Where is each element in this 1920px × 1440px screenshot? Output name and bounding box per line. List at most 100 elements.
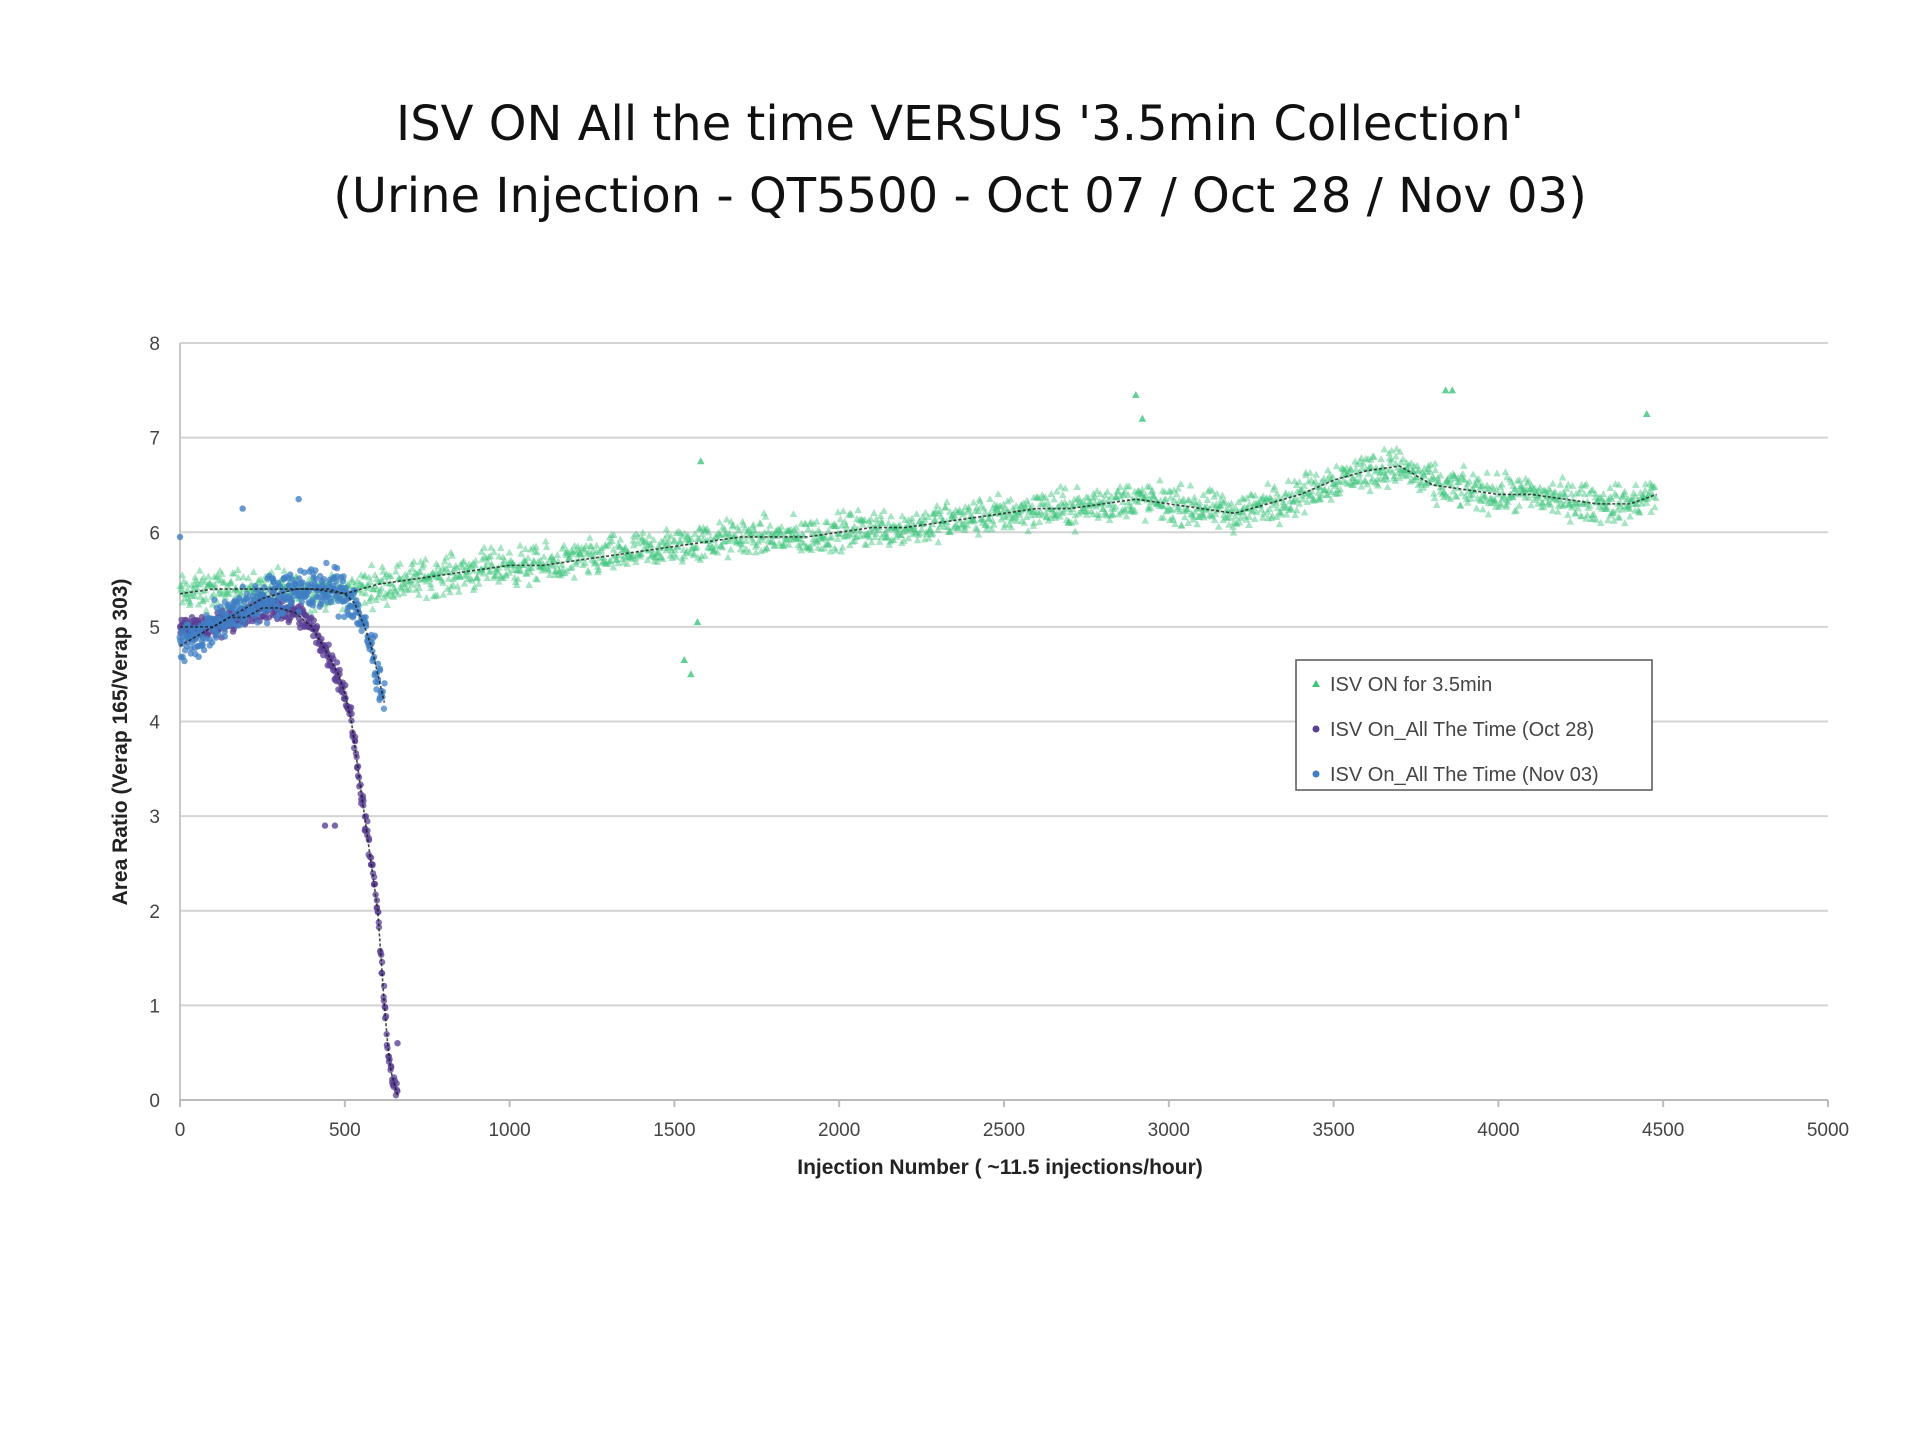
data-point <box>760 528 769 536</box>
data-point <box>1397 465 1406 473</box>
data-point <box>1494 503 1503 511</box>
data-point <box>1641 480 1650 488</box>
data-point <box>1289 497 1298 505</box>
data-point <box>1367 477 1376 485</box>
data-point <box>1193 520 1201 528</box>
data-point <box>1100 496 1108 504</box>
data-point <box>470 583 479 591</box>
data-point <box>1457 489 1466 497</box>
data-point <box>1188 499 1196 507</box>
data-point <box>620 552 629 560</box>
data-point <box>1401 466 1409 474</box>
data-point <box>1625 501 1633 509</box>
data-point <box>1136 489 1145 497</box>
data-point <box>861 516 869 524</box>
data-point <box>486 567 495 575</box>
data-point <box>1060 498 1069 506</box>
data-point <box>1299 495 1307 503</box>
data-point <box>653 549 661 557</box>
data-point <box>1352 465 1360 473</box>
data-point <box>1114 487 1123 495</box>
data-point <box>1179 495 1188 503</box>
data-point <box>908 514 916 522</box>
data-point <box>674 543 682 551</box>
data-point <box>1567 489 1576 497</box>
data-point <box>471 561 480 569</box>
data-point <box>514 566 522 574</box>
data-point <box>609 563 618 571</box>
data-point <box>551 570 559 578</box>
data-point <box>1289 497 1298 505</box>
data-point <box>728 522 737 530</box>
data-point <box>705 544 713 552</box>
data-point <box>218 569 226 577</box>
data-point <box>1242 504 1251 512</box>
data-point <box>774 525 782 533</box>
data-point <box>1510 507 1519 515</box>
data-point <box>1003 506 1012 514</box>
data-point <box>1577 485 1585 493</box>
data-point <box>1139 494 1148 502</box>
data-point <box>1581 499 1590 507</box>
data-point <box>1366 487 1374 495</box>
data-point <box>834 508 842 516</box>
data-point <box>1322 490 1331 498</box>
data-point <box>1498 495 1506 503</box>
data-point <box>474 579 483 587</box>
data-point <box>895 520 904 528</box>
data-point <box>1579 499 1587 507</box>
data-point <box>836 529 844 537</box>
data-point <box>1413 461 1422 469</box>
data-point <box>210 572 219 580</box>
data-point <box>579 554 587 562</box>
data-point <box>749 520 758 528</box>
data-point <box>1180 506 1188 514</box>
data-point <box>1310 496 1319 504</box>
data-point <box>1448 481 1456 489</box>
data-point <box>214 571 222 579</box>
data-point <box>1449 469 1457 477</box>
data-point <box>1062 515 1071 523</box>
data-point <box>421 555 430 563</box>
data-point <box>456 572 464 580</box>
data-point <box>877 519 886 527</box>
data-point <box>795 534 804 542</box>
data-point <box>1243 494 1251 502</box>
data-point <box>1342 469 1351 477</box>
data-point <box>561 549 570 557</box>
data-point <box>974 507 983 515</box>
data-point <box>365 597 374 605</box>
data-point <box>1233 519 1241 527</box>
data-point <box>643 538 651 546</box>
data-point <box>1238 494 1247 502</box>
data-point <box>1303 489 1311 497</box>
data-point <box>405 585 414 593</box>
data-point <box>550 556 558 564</box>
data-point <box>516 541 524 549</box>
data-point <box>367 561 376 569</box>
data-point <box>725 529 734 537</box>
data-point <box>845 510 853 518</box>
data-point <box>1471 480 1479 488</box>
data-point <box>1206 485 1214 493</box>
data-point <box>1172 490 1181 498</box>
data-point <box>797 538 806 546</box>
data-point <box>777 528 785 536</box>
data-point <box>960 519 969 527</box>
data-point <box>310 605 319 613</box>
data-point <box>1278 504 1287 512</box>
data-point <box>241 619 248 626</box>
data-point <box>377 576 385 584</box>
data-point <box>1377 467 1385 475</box>
data-point <box>1374 481 1382 489</box>
data-point <box>1319 486 1327 494</box>
data-point <box>1461 492 1470 500</box>
data-point <box>700 526 709 534</box>
data-point <box>602 559 611 567</box>
data-point <box>696 555 705 563</box>
data-point <box>367 592 376 600</box>
data-point <box>1476 495 1484 503</box>
data-point <box>1414 466 1422 474</box>
data-point <box>1483 468 1491 476</box>
data-point <box>1170 486 1178 494</box>
